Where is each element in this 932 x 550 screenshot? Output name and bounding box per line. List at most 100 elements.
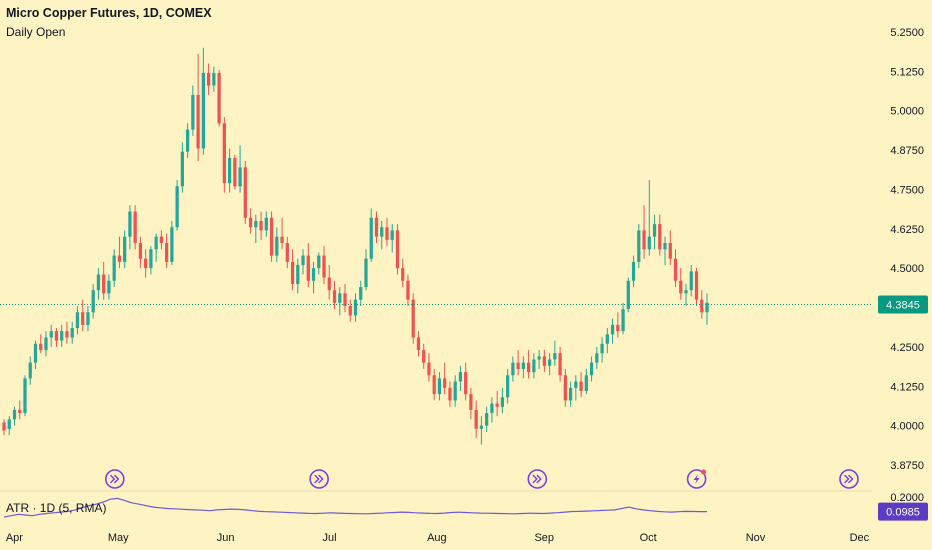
price-tick-label: 4.8750 [890, 145, 924, 157]
atr-line [3, 497, 707, 518]
candle-body [574, 381, 578, 388]
candle-body [521, 362, 526, 369]
candle-body [222, 123, 226, 184]
candle-body [54, 331, 59, 341]
candle-body [464, 372, 468, 395]
event-marker-ring [686, 469, 707, 489]
candle-body [490, 403, 494, 414]
time-axis-label: Oct [640, 532, 657, 544]
candle-body [563, 375, 567, 401]
candle-body [212, 72, 216, 86]
candle-body [443, 378, 447, 388]
candle-body [154, 236, 158, 250]
candle-body [259, 220, 263, 231]
time-axis-label: Aug [427, 532, 447, 544]
atr-label: ATR · 1D (5, RMA) [6, 501, 107, 515]
candle-body [81, 312, 85, 325]
candle-body [689, 271, 693, 291]
chevrons-glyph [844, 474, 854, 484]
indicator-label: Daily Open [6, 25, 66, 39]
candle-body [296, 265, 300, 284]
candle-body [448, 387, 452, 401]
candle-body [668, 242, 672, 259]
candle-body [411, 299, 415, 338]
candle-body [144, 258, 148, 269]
candle-body [359, 287, 363, 300]
time-axis-label: Sep [534, 532, 554, 544]
candle-body [175, 186, 179, 228]
candle-body [595, 353, 599, 363]
badges-layer: 4.3845 [878, 295, 928, 314]
candle-body [180, 151, 184, 187]
candle-body [453, 381, 457, 401]
candle-body [647, 236, 651, 250]
event-marker-ring [839, 469, 859, 489]
event-alert-dot [701, 469, 707, 475]
chart-title: Micro Copper Futures, 1D, COMEX [6, 6, 212, 20]
candle-body [527, 362, 531, 373]
candle-body [28, 362, 32, 379]
candle-body [65, 331, 69, 338]
candle-body [75, 312, 80, 329]
candle-body [123, 236, 127, 262]
candle-body [2, 422, 6, 431]
candle-body [306, 255, 310, 281]
candle-body [485, 413, 489, 426]
candle-body [652, 224, 657, 237]
time-axis[interactable]: Apr May Jun Jul Aug Sep Oct Nov Dec [6, 532, 870, 544]
candle-body [96, 274, 101, 291]
current-price-badge [878, 295, 928, 314]
candle-body [322, 255, 326, 278]
candle-body [547, 359, 552, 366]
candle-body [395, 230, 400, 269]
events-layer [105, 469, 859, 489]
candles-layer [2, 47, 709, 445]
candle-body [60, 331, 64, 341]
candle-body [380, 227, 384, 237]
candle-body [642, 230, 646, 250]
price-tick-label: 5.1250 [890, 66, 924, 78]
candle-body [117, 255, 122, 262]
candle-body [7, 419, 11, 429]
time-axis-label: Dec [850, 532, 870, 544]
time-axis-label: Nov [746, 532, 766, 544]
candle-body [107, 280, 111, 294]
candle-body [238, 167, 242, 187]
atr-layer: 0.2000 0.0985 [3, 492, 928, 521]
candle-body [264, 217, 268, 231]
candle-body [422, 350, 426, 363]
candle-body [327, 277, 331, 291]
candle-body [684, 290, 688, 294]
candle-body [568, 387, 573, 401]
price-axis[interactable]: 5.2500 5.1250 5.0000 4.8750 4.7500 4.6250 4.50… [890, 27, 924, 472]
candle-body [458, 372, 463, 382]
candle-body [159, 236, 164, 243]
candle-body [516, 362, 520, 369]
chevrons-glyph [532, 474, 542, 484]
chevrons-glyph [314, 474, 324, 484]
atr-value-badge [878, 502, 928, 521]
atr-axis-label: 0.2000 [890, 492, 924, 504]
candle-body [506, 375, 510, 398]
candle-body [479, 425, 484, 429]
candle-body [70, 328, 74, 338]
candle-body [275, 236, 279, 256]
candle-body [290, 261, 295, 284]
price-tick-label: 3.8750 [890, 460, 924, 472]
candle-body [579, 381, 583, 391]
price-tick-label: 4.0000 [890, 421, 924, 433]
time-axis-label: Jun [217, 532, 235, 544]
candle-body [185, 129, 190, 152]
candle-body [390, 230, 394, 240]
double-chevron-right-icon [309, 469, 329, 489]
price-tick-label: 4.5000 [890, 263, 924, 275]
candle-body [332, 290, 337, 303]
price-tick-label: 4.7500 [890, 184, 924, 196]
candle-body [385, 227, 389, 240]
time-axis-label: Apr [6, 532, 23, 544]
candle-body [658, 224, 662, 250]
current-price-label: 4.3845 [886, 300, 920, 312]
candle-body [416, 337, 421, 351]
lightning-icon [686, 469, 707, 489]
